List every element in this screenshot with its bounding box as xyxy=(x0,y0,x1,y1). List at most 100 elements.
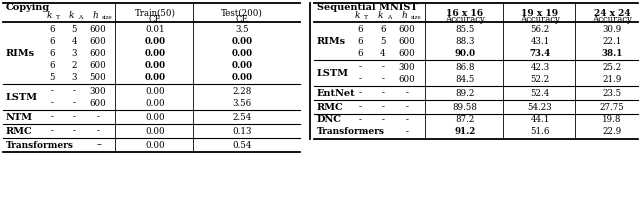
Text: 19.8: 19.8 xyxy=(602,116,621,124)
Text: Accuracy: Accuracy xyxy=(592,15,632,24)
Text: 89.58: 89.58 xyxy=(452,103,477,112)
Text: 86.8: 86.8 xyxy=(455,62,475,72)
Text: -: - xyxy=(406,89,408,97)
Text: 54.23: 54.23 xyxy=(528,103,552,112)
Text: 4: 4 xyxy=(380,48,386,58)
Text: Train(50): Train(50) xyxy=(134,9,175,18)
Text: 6: 6 xyxy=(49,48,55,58)
Text: 0.00: 0.00 xyxy=(145,60,166,70)
Text: 6: 6 xyxy=(357,48,363,58)
Text: 600: 600 xyxy=(399,25,415,33)
Text: 51.6: 51.6 xyxy=(531,128,550,136)
Text: -: - xyxy=(358,89,362,97)
Text: 22.1: 22.1 xyxy=(602,37,621,45)
Text: EntNet: EntNet xyxy=(317,89,356,97)
Text: 73.4: 73.4 xyxy=(529,48,550,58)
Text: 30.9: 30.9 xyxy=(602,25,621,33)
Text: h: h xyxy=(401,12,407,21)
Text: 0.00: 0.00 xyxy=(145,37,166,45)
Text: 0.00: 0.00 xyxy=(232,60,253,70)
Text: 0.00: 0.00 xyxy=(145,126,165,136)
Text: k: k xyxy=(68,12,74,21)
Text: 87.2: 87.2 xyxy=(455,116,475,124)
Text: 6: 6 xyxy=(49,37,55,45)
Text: 16 x 16: 16 x 16 xyxy=(447,9,484,18)
Text: -: - xyxy=(381,74,385,83)
Text: 300: 300 xyxy=(90,87,106,95)
Text: 21.9: 21.9 xyxy=(602,74,621,83)
Text: -: - xyxy=(381,62,385,72)
Text: Copying: Copying xyxy=(6,4,51,12)
Text: 3.56: 3.56 xyxy=(232,99,252,107)
Text: DNC: DNC xyxy=(317,116,342,124)
Text: -: - xyxy=(358,74,362,83)
Text: 89.2: 89.2 xyxy=(455,89,475,97)
Text: 6: 6 xyxy=(357,37,363,45)
Text: 6: 6 xyxy=(49,60,55,70)
Text: 44.1: 44.1 xyxy=(531,116,550,124)
Text: -: - xyxy=(358,116,362,124)
Text: -: - xyxy=(364,128,367,136)
Text: k: k xyxy=(355,12,360,21)
Text: 3: 3 xyxy=(71,48,77,58)
Text: 0.54: 0.54 xyxy=(232,140,252,149)
Text: LSTM: LSTM xyxy=(317,68,349,78)
Text: size: size xyxy=(411,15,422,20)
Text: 25.2: 25.2 xyxy=(602,62,621,72)
Text: -: - xyxy=(406,103,408,112)
Text: 0.13: 0.13 xyxy=(232,126,252,136)
Text: -: - xyxy=(381,116,385,124)
Text: 600: 600 xyxy=(90,25,106,33)
Text: -: - xyxy=(406,116,408,124)
Text: 0.01: 0.01 xyxy=(145,25,165,33)
Text: 4: 4 xyxy=(71,37,77,45)
Text: CE: CE xyxy=(236,15,248,24)
Text: 52.2: 52.2 xyxy=(531,74,550,83)
Text: 5: 5 xyxy=(49,72,55,81)
Text: 600: 600 xyxy=(399,37,415,45)
Text: -: - xyxy=(51,87,53,95)
Text: NTM: NTM xyxy=(6,112,33,122)
Text: -: - xyxy=(358,62,362,72)
Text: Accuracy: Accuracy xyxy=(445,15,485,24)
Text: 5: 5 xyxy=(71,25,77,33)
Text: 0.00: 0.00 xyxy=(232,72,253,81)
Text: Transformers: Transformers xyxy=(317,128,385,136)
Text: 38.1: 38.1 xyxy=(602,48,623,58)
Text: 6: 6 xyxy=(49,25,55,33)
Text: 0.00: 0.00 xyxy=(145,112,165,122)
Text: 85.5: 85.5 xyxy=(455,25,475,33)
Text: h: h xyxy=(92,12,98,21)
Text: LSTM: LSTM xyxy=(6,93,38,101)
Text: Accuracy: Accuracy xyxy=(520,15,560,24)
Text: 600: 600 xyxy=(90,48,106,58)
Text: -: - xyxy=(381,89,385,97)
Text: 23.5: 23.5 xyxy=(602,89,621,97)
Text: 600: 600 xyxy=(90,37,106,45)
Text: 52.4: 52.4 xyxy=(531,89,550,97)
Text: T: T xyxy=(364,15,368,20)
Text: -: - xyxy=(51,112,53,122)
Text: 0.00: 0.00 xyxy=(145,48,166,58)
Text: 500: 500 xyxy=(90,72,106,81)
Text: 90.0: 90.0 xyxy=(454,48,476,58)
Text: 22.9: 22.9 xyxy=(602,128,621,136)
Text: 0.00: 0.00 xyxy=(145,72,166,81)
Text: -: - xyxy=(72,112,76,122)
Text: 42.3: 42.3 xyxy=(531,62,550,72)
Text: 600: 600 xyxy=(399,74,415,83)
Text: -: - xyxy=(97,126,99,136)
Text: 300: 300 xyxy=(399,62,415,72)
Text: 24 x 24: 24 x 24 xyxy=(594,9,630,18)
Text: k: k xyxy=(377,12,383,21)
Text: -: - xyxy=(99,140,101,149)
Text: -: - xyxy=(97,140,99,149)
Text: -: - xyxy=(72,126,76,136)
Text: -: - xyxy=(51,99,53,107)
Text: A: A xyxy=(78,15,83,20)
Text: Sequential MNIST: Sequential MNIST xyxy=(317,4,418,12)
Text: -: - xyxy=(406,128,408,136)
Text: 2: 2 xyxy=(71,60,77,70)
Text: 0.00: 0.00 xyxy=(232,48,253,58)
Text: 27.75: 27.75 xyxy=(600,103,625,112)
